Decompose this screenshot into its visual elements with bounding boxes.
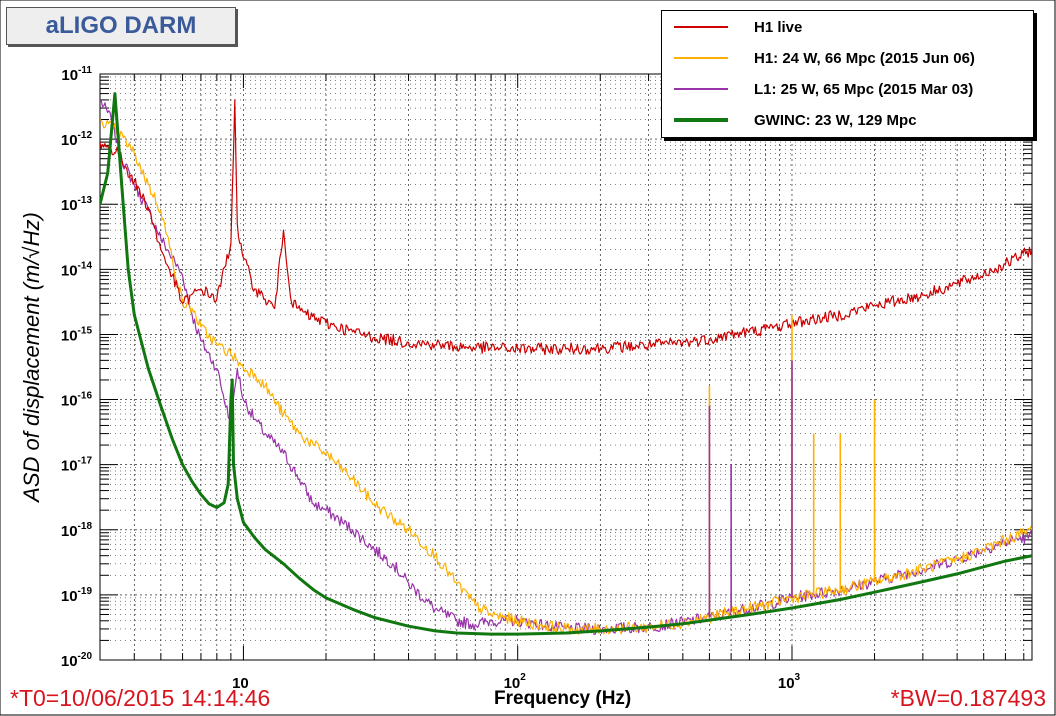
y-axis-label: ASD of displacement (m/√Hz)	[19, 212, 44, 502]
legend-item-h1-live: H1 live	[662, 12, 1033, 42]
legend-swatch-gwinc	[674, 118, 728, 122]
x-tick-label: 102	[504, 672, 527, 692]
x-tick-label: 103	[778, 672, 801, 692]
y-tick-label: 10-11	[61, 65, 92, 84]
series-line	[100, 99, 1032, 356]
legend-swatch-h1-jun	[674, 57, 728, 59]
chart-title: aLIGO DARM	[6, 7, 236, 45]
y-tick-label: 10-19	[61, 586, 93, 605]
series-line	[100, 92, 1032, 636]
y-tick-label: 10-16	[61, 391, 93, 410]
t0-label: *T0=10/06/2015 14:14:46	[10, 685, 271, 711]
plot-grid	[99, 73, 1032, 661]
y-tick-label: 10-12	[61, 130, 93, 149]
spike-lines	[708, 314, 876, 618]
legend-label-h1-jun: H1: 24 W, 66 Mpc (2015 Jun 06)	[754, 49, 975, 67]
legend-label-gwinc: GWINC: 23 W, 129 Mpc	[754, 111, 917, 129]
series-lines	[100, 92, 1032, 636]
legend-label-l1: L1: 25 W, 65 Mpc (2015 Mar 03)	[754, 80, 974, 98]
legend-label-h1-live: H1 live	[754, 18, 803, 36]
y-tick-label: 10-17	[61, 456, 93, 475]
x-tick-label: 10	[232, 675, 249, 692]
y-tick-labels: 10-11 10-12 10-13 10-14 10-15 10-16 10-17 10-18…	[61, 65, 93, 670]
x-axis-label: Frequency (Hz)	[494, 688, 632, 709]
legend-item-h1-jun: H1: 24 W, 66 Mpc (2015 Jun 06)	[662, 43, 1033, 73]
legend-item-gwinc: GWINC: 23 W, 129 Mpc	[662, 105, 1033, 135]
plot-area	[99, 73, 1033, 661]
y-tick-label: 10-15	[61, 325, 93, 344]
bw-label: *BW=0.187493	[890, 685, 1046, 711]
series-line	[100, 119, 1032, 636]
axis-ticks	[99, 73, 1032, 661]
y-tick-label: 10-18	[61, 521, 93, 540]
y-tick-label: 10-20	[61, 651, 93, 670]
y-tick-label: 10-14	[61, 260, 93, 279]
legend: H1 live H1: 24 W, 66 Mpc (2015 Jun 06) L…	[661, 10, 1034, 138]
legend-item-l1: L1: 25 W, 65 Mpc (2015 Mar 03)	[662, 74, 1033, 104]
y-tick-label: 10-13	[61, 195, 93, 214]
legend-swatch-l1	[674, 88, 728, 90]
legend-swatch-h1-live	[674, 26, 728, 28]
x-tick-labels: 10 102 103	[232, 672, 800, 692]
